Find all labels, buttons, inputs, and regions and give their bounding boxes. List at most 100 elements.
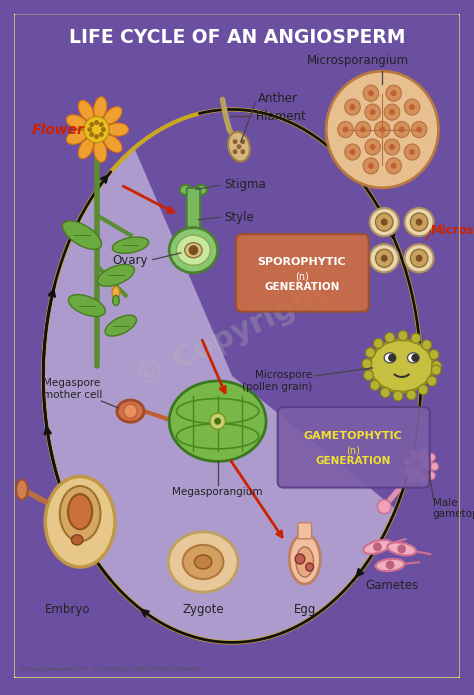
Circle shape xyxy=(412,459,422,469)
Circle shape xyxy=(368,90,374,96)
Text: Microsporangium: Microsporangium xyxy=(307,54,409,67)
Circle shape xyxy=(381,388,390,398)
Circle shape xyxy=(381,218,388,226)
Circle shape xyxy=(306,563,313,571)
Ellipse shape xyxy=(375,559,404,571)
Text: GAMETOPHYTIC: GAMETOPHYTIC xyxy=(304,432,402,441)
Circle shape xyxy=(384,104,400,120)
Circle shape xyxy=(240,149,245,154)
Circle shape xyxy=(89,132,94,137)
Circle shape xyxy=(365,139,380,155)
Circle shape xyxy=(419,476,427,484)
Circle shape xyxy=(393,391,403,401)
Circle shape xyxy=(345,99,360,115)
Circle shape xyxy=(237,144,241,149)
Circle shape xyxy=(431,365,441,375)
Circle shape xyxy=(326,71,438,188)
Ellipse shape xyxy=(370,208,399,236)
Circle shape xyxy=(377,500,391,514)
Text: All Rights Reserved 2007.  an ISO 9001: 2008 CERTIFIED COMPANY: All Rights Reserved 2007. an ISO 9001: 2… xyxy=(19,667,202,672)
Circle shape xyxy=(391,90,397,96)
Ellipse shape xyxy=(78,138,93,159)
Circle shape xyxy=(84,117,109,142)
Text: © Copyright: © Copyright xyxy=(131,278,333,393)
Ellipse shape xyxy=(195,185,207,195)
Text: GENERATION: GENERATION xyxy=(264,282,339,293)
Circle shape xyxy=(350,149,356,155)
FancyBboxPatch shape xyxy=(298,523,311,539)
Circle shape xyxy=(99,122,104,127)
Text: Zygote: Zygote xyxy=(182,603,224,616)
Circle shape xyxy=(375,213,393,231)
Circle shape xyxy=(94,120,99,125)
Text: Ovary: Ovary xyxy=(112,254,148,267)
Text: Male
gametophte: Male gametophte xyxy=(433,498,474,519)
Circle shape xyxy=(210,413,225,430)
Text: (n): (n) xyxy=(295,271,309,281)
Circle shape xyxy=(404,457,412,466)
Circle shape xyxy=(411,334,421,343)
Circle shape xyxy=(368,163,374,169)
Circle shape xyxy=(429,350,439,359)
Text: Egg: Egg xyxy=(293,603,316,616)
Text: VICTORY GRAFIX, AHMEDABAD: VICTORY GRAFIX, AHMEDABAD xyxy=(366,667,450,672)
Circle shape xyxy=(363,85,379,101)
Circle shape xyxy=(370,380,380,391)
Ellipse shape xyxy=(63,221,101,250)
Ellipse shape xyxy=(289,534,320,584)
Text: GENERATION: GENERATION xyxy=(316,457,391,466)
Ellipse shape xyxy=(176,235,210,265)
Circle shape xyxy=(406,390,416,400)
Circle shape xyxy=(416,126,422,133)
Ellipse shape xyxy=(408,353,419,363)
Circle shape xyxy=(386,560,394,569)
Circle shape xyxy=(233,149,237,154)
FancyBboxPatch shape xyxy=(278,407,430,488)
Ellipse shape xyxy=(364,540,392,554)
Circle shape xyxy=(87,127,92,132)
Circle shape xyxy=(374,338,383,348)
Ellipse shape xyxy=(180,185,191,195)
Ellipse shape xyxy=(104,106,122,124)
Circle shape xyxy=(381,255,388,262)
Ellipse shape xyxy=(405,244,434,272)
Text: Stigma: Stigma xyxy=(224,179,266,191)
Circle shape xyxy=(375,250,393,268)
Text: Microspore: Microspore xyxy=(431,224,474,236)
Text: Embryo: Embryo xyxy=(45,603,90,616)
Circle shape xyxy=(295,554,305,564)
Circle shape xyxy=(419,448,427,457)
Circle shape xyxy=(389,109,395,115)
Ellipse shape xyxy=(112,286,120,298)
Circle shape xyxy=(410,475,418,482)
Circle shape xyxy=(386,85,401,101)
Ellipse shape xyxy=(405,208,434,236)
Ellipse shape xyxy=(169,227,218,273)
Circle shape xyxy=(370,109,375,115)
Circle shape xyxy=(233,139,237,144)
Circle shape xyxy=(432,361,441,371)
Ellipse shape xyxy=(410,452,432,480)
Circle shape xyxy=(410,250,428,268)
Ellipse shape xyxy=(105,316,137,336)
Circle shape xyxy=(416,218,422,226)
Circle shape xyxy=(418,384,428,395)
Circle shape xyxy=(388,354,396,362)
Circle shape xyxy=(240,139,245,144)
Circle shape xyxy=(427,376,437,386)
Circle shape xyxy=(89,122,94,127)
Circle shape xyxy=(410,213,428,231)
Ellipse shape xyxy=(45,477,115,567)
Ellipse shape xyxy=(185,243,202,258)
Ellipse shape xyxy=(94,97,107,119)
Circle shape xyxy=(421,468,429,475)
Ellipse shape xyxy=(183,545,223,579)
Text: Filament: Filament xyxy=(256,110,307,123)
Circle shape xyxy=(394,122,410,138)
Circle shape xyxy=(345,144,360,160)
Circle shape xyxy=(384,139,400,155)
Circle shape xyxy=(365,104,380,120)
Ellipse shape xyxy=(168,532,238,592)
Circle shape xyxy=(338,122,353,138)
Circle shape xyxy=(398,331,408,341)
